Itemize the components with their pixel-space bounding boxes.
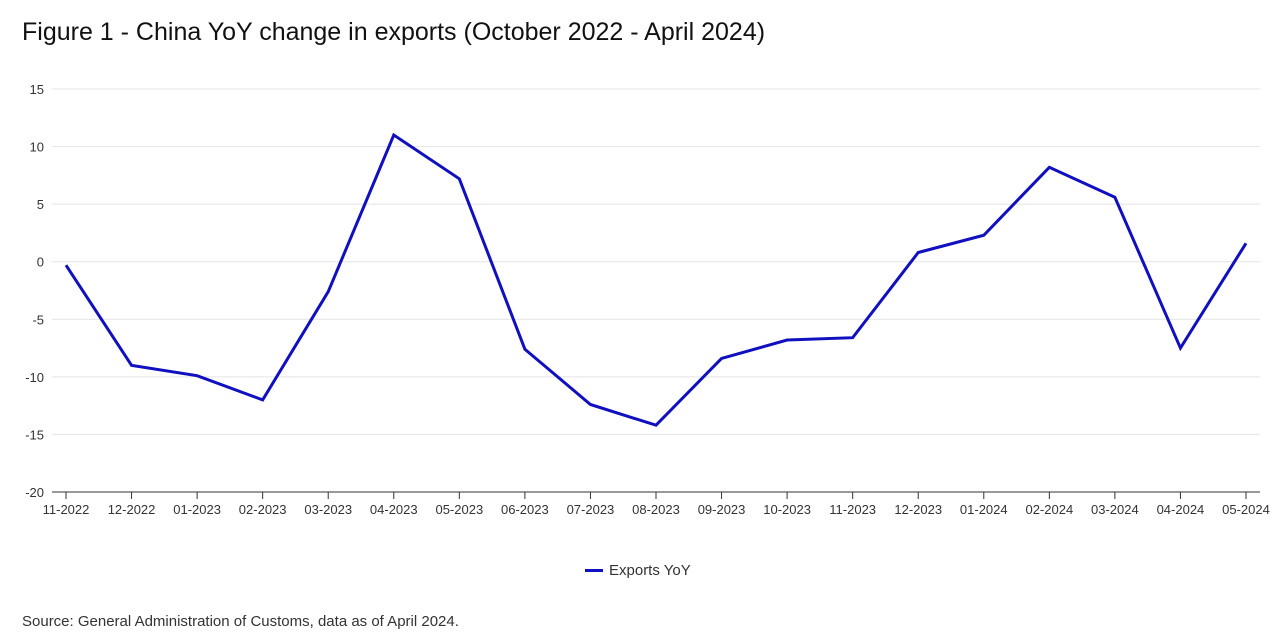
y-tick-label: -5 [32, 312, 44, 327]
x-tick-label: 09-2023 [698, 502, 746, 517]
y-tick-label: 15 [30, 82, 44, 97]
x-tick-label: 03-2023 [304, 502, 352, 517]
x-tick-label: 01-2024 [960, 502, 1008, 517]
x-tick-label: 05-2024 [1222, 502, 1270, 517]
x-tick-label: 11-2022 [43, 502, 90, 517]
line-chart: 15 10 5 0 -5 -10 -15 -20 11-2022 12-2022 01-2023 02… [25, 82, 1270, 517]
x-tick-label: 02-2023 [239, 502, 287, 517]
x-tick-label: 04-2024 [1157, 502, 1205, 517]
x-tick-label: 02-2024 [1025, 502, 1073, 517]
legend: Exports YoY [585, 562, 691, 579]
series-line [64, 132, 1248, 427]
y-tick-label: -15 [25, 427, 44, 442]
source-note: Source: General Administration of Custom… [22, 613, 459, 630]
x-tick-label: 06-2023 [501, 502, 549, 517]
x-tick-label: 08-2023 [632, 502, 680, 517]
y-tick-label: 5 [37, 197, 44, 212]
y-tick-label: 0 [37, 255, 44, 270]
y-tick-label: -10 [25, 370, 44, 385]
x-tick-label: 11-2023 [829, 502, 876, 517]
x-tick-label: 07-2023 [567, 502, 615, 517]
legend-label: Exports YoY [609, 562, 691, 579]
y-tick-label: 10 [30, 140, 44, 155]
x-tick-label: 12-2022 [108, 502, 156, 517]
legend-swatch [585, 569, 603, 572]
x-tick-label: 05-2023 [435, 502, 483, 517]
y-tick-label: -20 [25, 485, 44, 500]
x-tick-label: 04-2023 [370, 502, 418, 517]
x-tick-label: 03-2024 [1091, 502, 1139, 517]
x-tick-label: 10-2023 [763, 502, 811, 517]
x-tick-label: 12-2023 [894, 502, 942, 517]
x-tick-label: 01-2023 [173, 502, 221, 517]
chart-title: Figure 1 - China YoY change in exports (… [22, 18, 766, 46]
